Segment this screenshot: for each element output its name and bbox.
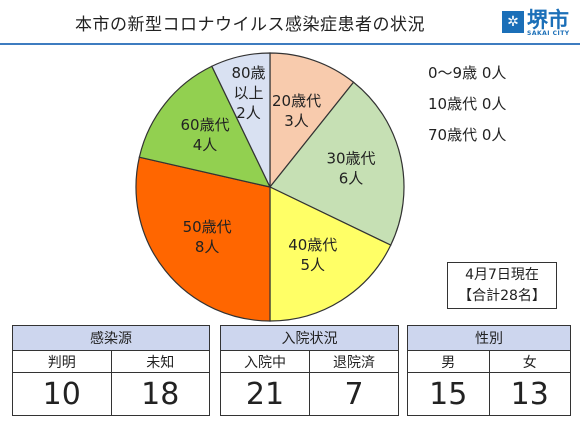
female-value: 13	[488, 372, 571, 416]
pie-slice	[269, 52, 355, 189]
total-count: 【合計28名】	[458, 288, 546, 304]
hospitalized-value: 21	[220, 372, 310, 416]
source-unknown-label: 未知	[110, 350, 210, 373]
pie-category-label: 以上	[234, 84, 264, 102]
pie-slice	[138, 65, 272, 188]
pie-category-label: 40歳代	[288, 236, 337, 254]
page-title: 本市の新型コロナウイルス感染症患者の状況	[75, 15, 425, 35]
zero-group-value: 0人	[481, 95, 507, 113]
zero-group-row: 10歳代 0人	[428, 89, 506, 120]
male-value: 15	[407, 372, 490, 416]
zero-age-groups: 0〜9歳 0人 10歳代 0人 70歳代 0人	[428, 58, 506, 151]
discharged-label: 退院済	[309, 350, 399, 373]
zero-group-label: 70歳代	[428, 126, 478, 144]
header-divider	[0, 43, 580, 45]
infection-source-header: 感染源	[12, 325, 210, 351]
pie-value-label: 6人	[339, 170, 364, 188]
pie-category-label: 30歳代	[326, 150, 375, 168]
as-of-box: 4月7日現在 【合計28名】	[447, 262, 557, 309]
logo-subtext: SAKAI CITY	[527, 30, 570, 37]
pie-value-label: 3人	[284, 112, 309, 130]
gender-table: 性別 男 女 15 13	[407, 325, 571, 416]
zero-group-label: 10歳代	[428, 95, 478, 113]
as-of-date: 4月7日現在	[465, 267, 539, 283]
pie-value-label: 4人	[193, 136, 218, 154]
pie-slice	[211, 52, 271, 188]
pie-slice	[269, 186, 392, 322]
source-known-value: 10	[12, 372, 112, 416]
hospitalization-table: 入院状況 入院中 退院済 21 7	[220, 325, 399, 416]
pie-value-label: 8人	[195, 238, 220, 256]
source-known-label: 判明	[12, 350, 112, 373]
zero-group-row: 0〜9歳 0人	[428, 58, 506, 89]
female-label: 女	[488, 350, 571, 373]
logo-text: 堺市	[527, 8, 569, 32]
city-logo: ✲ 堺市 SAKAI CITY	[502, 4, 576, 42]
pie-category-label: 60歳代	[180, 116, 229, 134]
gender-header: 性別	[407, 325, 571, 351]
source-unknown-value: 18	[110, 372, 210, 416]
pie-category-label: 20歳代	[272, 92, 321, 110]
pie-slice	[269, 81, 405, 246]
zero-group-value: 0人	[481, 126, 507, 144]
pie-value-label: 2人	[236, 104, 261, 122]
hospitalized-label: 入院中	[220, 350, 310, 373]
pie-slice	[135, 156, 271, 322]
zero-group-row: 70歳代 0人	[428, 120, 506, 151]
discharged-value: 7	[309, 372, 399, 416]
male-label: 男	[407, 350, 490, 373]
hospitalization-header: 入院状況	[220, 325, 399, 351]
infection-source-table: 感染源 判明 未知 10 18	[12, 325, 210, 416]
zero-group-value: 0人	[481, 64, 507, 82]
sakai-emblem-icon: ✲	[502, 11, 524, 33]
pie-category-label: 80歳	[231, 64, 265, 82]
pie-value-label: 5人	[301, 256, 326, 274]
pie-category-label: 50歳代	[183, 218, 232, 236]
zero-group-label: 0〜9歳	[428, 64, 478, 82]
